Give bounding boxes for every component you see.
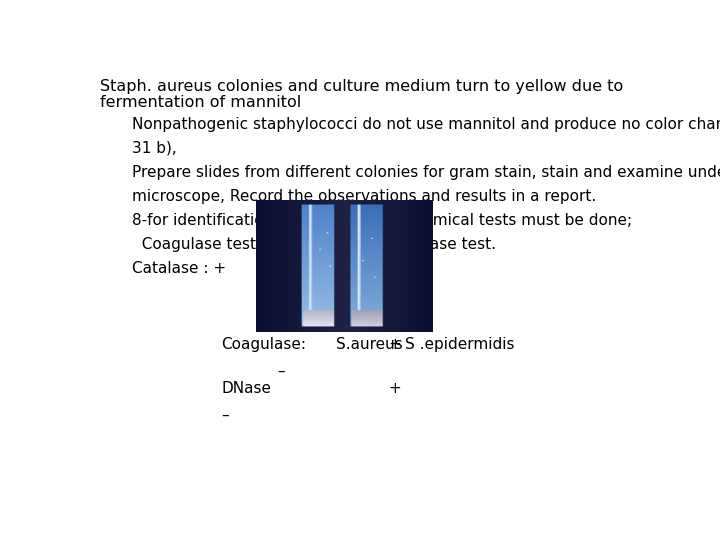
Text: 31 b),: 31 b), [132,141,176,156]
Text: –: – [277,364,284,379]
Text: S.aureus: S.aureus [336,337,402,352]
Text: Nonpathogenic staphylococci do not use mannitol and produce no color change. (Fi: Nonpathogenic staphylococci do not use m… [132,117,720,132]
Text: DNase: DNase [221,381,271,396]
Text: +: + [389,337,401,352]
Text: S .epidermidis: S .epidermidis [405,337,515,352]
Text: microscope, Record the observations and results in a report.: microscope, Record the observations and … [132,189,596,204]
Text: fermentation of mannitol: fermentation of mannitol [100,94,301,110]
Text: Coagulase test, D-nase test and catalase test.: Coagulase test, D-nase test and catalase… [132,238,496,252]
Text: Catalase : +: Catalase : + [132,261,226,276]
Text: Coagulase:: Coagulase: [221,337,306,352]
Text: +: + [389,381,401,396]
Text: 8-for identification the following biochemical tests must be done;: 8-for identification the following bioch… [132,213,632,228]
Text: Prepare slides from different colonies for gram stain, stain and examine under: Prepare slides from different colonies f… [132,165,720,180]
Text: Staph. aureus colonies and culture medium turn to yellow due to: Staph. aureus colonies and culture mediu… [100,79,624,94]
Text: –: – [221,408,229,423]
